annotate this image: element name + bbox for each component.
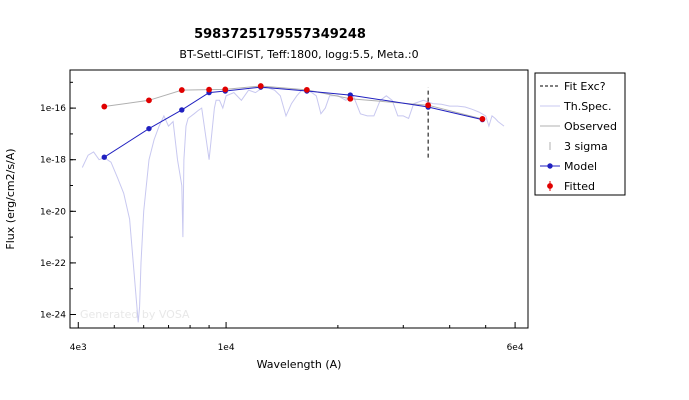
x-tick-label: 1e4: [218, 343, 235, 353]
legend-marker: [547, 163, 553, 169]
fitted-point: [479, 116, 486, 122]
chart-subtitle: BT-Settl-CIFIST, Teff:1800, logg:5.5, Me…: [179, 48, 418, 61]
fitted-point: [146, 97, 152, 104]
y-tick-label: 1e-16: [40, 104, 66, 114]
fitted-point: [206, 86, 212, 93]
observed-layer: [104, 85, 483, 120]
watermark: Generated by VOSA: [80, 308, 190, 321]
plot-frame: [69, 69, 529, 329]
fitted-layer: [101, 83, 486, 122]
observed-line: [104, 85, 483, 120]
legend-label: Fit Exc?: [564, 80, 606, 93]
model-point: [179, 107, 185, 113]
y-tick-label: 1e-24: [40, 311, 66, 321]
legend-label: Model: [564, 160, 597, 173]
y-tick-label: 1e-20: [40, 207, 66, 217]
model-line: [104, 86, 483, 158]
fitted-point: [101, 103, 108, 110]
x-axis: 4e3 1e4 6e4: [70, 322, 524, 353]
legend-marker: [547, 183, 553, 189]
legend-label: 3 sigma: [564, 140, 608, 153]
legend-label: Th.Spec.: [563, 100, 611, 113]
model-point: [101, 154, 107, 160]
legend-label: Fitted: [564, 180, 595, 193]
plot-area: Generated by VOSA: [69, 69, 529, 329]
fitted-point: [222, 86, 229, 93]
y-axis: 1e-16 1e-18 1e-20 1e-22 1e-24: [40, 81, 76, 321]
legend-label: Observed: [564, 120, 617, 133]
x-axis-label: Wavelength (A): [257, 358, 342, 371]
y-tick-label: 1e-18: [40, 156, 66, 166]
fitted-point: [347, 95, 354, 102]
fitted-point: [257, 83, 264, 89]
theoretical-spectrum-line: [81, 87, 505, 323]
fitted-point: [303, 86, 310, 93]
chart-title: 5983725179557349248: [194, 27, 366, 42]
x-tick-label: 4e3: [70, 343, 87, 353]
fitted-point: [425, 102, 432, 109]
legend: Fit Exc? Th.Spec. Observed 3 sigma Model Fitt…: [534, 72, 626, 196]
y-axis-label: Flux (erg/cm2/s/A): [4, 148, 17, 249]
fitted-point: [178, 87, 185, 93]
legend-box: [534, 72, 626, 196]
spectrum-layer: [81, 87, 505, 323]
model-point: [146, 125, 152, 132]
x-tick-label: 6e4: [507, 343, 524, 353]
y-tick-label: 1e-22: [40, 259, 66, 269]
